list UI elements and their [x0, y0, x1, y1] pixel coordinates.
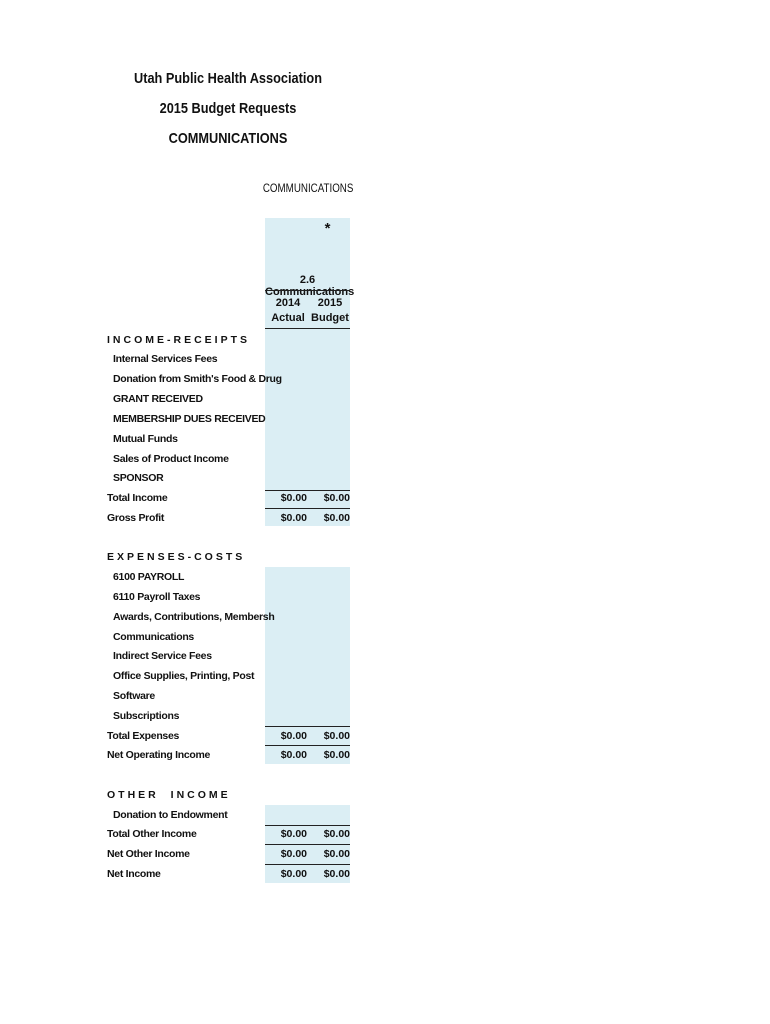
divider [265, 290, 350, 291]
divider [265, 844, 350, 845]
divider [265, 726, 350, 727]
list-item: Software [113, 690, 155, 702]
list-item: Internal Services Fees [113, 353, 218, 365]
divider [265, 490, 350, 491]
net-operating-row: Net Operating Income $0.00 $0.00 [107, 749, 350, 761]
list-item: Awards, Contributions, Membersh [113, 611, 275, 623]
total-income-row: Total Income $0.00 $0.00 [107, 492, 350, 504]
gross-profit-row: Gross Profit $0.00 $0.00 [107, 512, 350, 524]
divider [265, 864, 350, 865]
list-item: Mutual Funds [113, 433, 178, 445]
list-item: GRANT RECEIVED [113, 393, 203, 405]
net-income-row: Net Income $0.00 $0.00 [107, 868, 350, 880]
list-item: SPONSOR [113, 472, 164, 484]
list-item: Communications [113, 631, 194, 643]
dept-title: COMMUNICATIONS [168, 130, 288, 147]
section-other-income: OTHER INCOME [107, 789, 231, 801]
list-item: 6100 PAYROLL [113, 571, 185, 583]
col-2015-type: Budget [311, 312, 349, 324]
list-item: 6110 Payroll Taxes [113, 591, 201, 603]
col-2015-year: 2015 [317, 297, 343, 309]
divider [265, 745, 350, 746]
col-2014-year: 2014 [275, 297, 301, 309]
section-expenses: EXPENSES-COSTS [107, 551, 246, 563]
list-item: Subscriptions [113, 710, 180, 722]
list-item: Sales of Product Income [113, 453, 229, 465]
list-item: MEMBERSHIP DUES RECEIVED [113, 413, 266, 425]
doc-title: 2015 Budget Requests [159, 100, 297, 117]
col-2014-type: Actual [271, 312, 305, 324]
org-title: Utah Public Health Association [134, 70, 322, 87]
divider [265, 328, 350, 329]
list-item: Donation to Endowment [113, 809, 228, 821]
expense-cell-block [265, 567, 350, 764]
column-group-name: 2.6 Communications [265, 274, 355, 298]
section-income: INCOME-RECEIPTS [107, 334, 251, 346]
list-item: Donation from Smith's Food & Drug [113, 373, 282, 385]
list-item: Office Supplies, Printing, Post [113, 670, 255, 682]
divider [265, 825, 350, 826]
net-other-row: Net Other Income $0.00 $0.00 [107, 848, 350, 860]
marker: * [324, 220, 331, 237]
list-item: Indirect Service Fees [113, 650, 212, 662]
column-group-label: COMMUNICATIONS [262, 183, 354, 195]
income-cell-block [265, 218, 350, 526]
total-expenses-row: Total Expenses $0.00 $0.00 [107, 730, 350, 742]
divider [265, 508, 350, 509]
total-other-row: Total Other Income $0.00 $0.00 [107, 828, 350, 840]
